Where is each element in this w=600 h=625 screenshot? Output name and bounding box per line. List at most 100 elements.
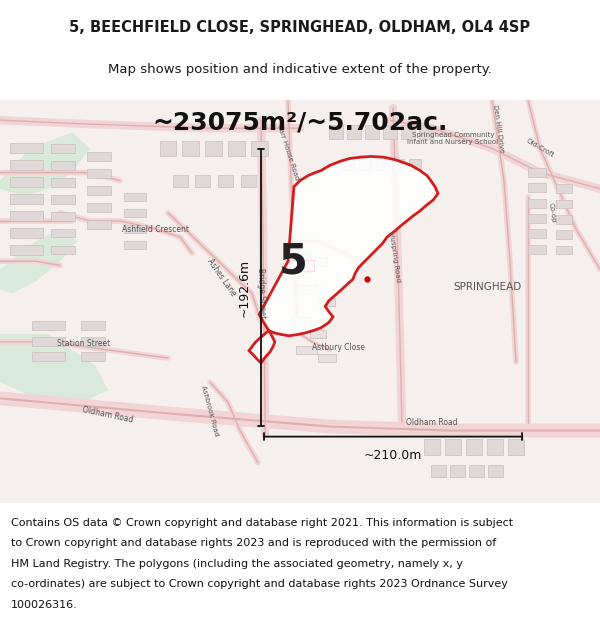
Text: to Crown copyright and database rights 2023 and is reproduced with the permissio: to Crown copyright and database rights 2… bbox=[11, 538, 496, 548]
Text: Co-op: Co-op bbox=[548, 202, 556, 223]
Bar bbox=[287, 252, 311, 262]
Bar bbox=[528, 184, 546, 192]
Bar bbox=[318, 354, 336, 362]
Polygon shape bbox=[0, 334, 108, 406]
Bar bbox=[310, 330, 326, 338]
Bar bbox=[409, 159, 421, 170]
Text: Old-Croft: Old-Croft bbox=[525, 138, 555, 159]
Bar bbox=[392, 159, 404, 170]
Text: ~192.6m: ~192.6m bbox=[237, 258, 250, 316]
Text: Map shows position and indicative extent of the property.: Map shows position and indicative extent… bbox=[108, 64, 492, 76]
Bar bbox=[383, 125, 397, 139]
Bar bbox=[296, 286, 317, 294]
Bar bbox=[10, 211, 43, 221]
Bar bbox=[124, 241, 146, 249]
Bar bbox=[528, 199, 546, 208]
Bar bbox=[87, 169, 111, 177]
Text: Carr House Road: Carr House Road bbox=[276, 124, 300, 181]
Bar bbox=[51, 246, 75, 254]
Bar bbox=[528, 214, 546, 223]
Bar bbox=[289, 259, 314, 271]
Bar bbox=[87, 152, 111, 161]
Bar bbox=[556, 230, 572, 239]
Bar bbox=[10, 143, 43, 153]
Text: Bridge Street: Bridge Street bbox=[256, 268, 266, 319]
Bar bbox=[81, 337, 105, 346]
Bar bbox=[342, 159, 354, 170]
Bar bbox=[32, 321, 65, 330]
Bar bbox=[124, 192, 146, 201]
Bar bbox=[32, 337, 65, 346]
Bar bbox=[10, 228, 43, 238]
Bar bbox=[51, 177, 75, 187]
Bar bbox=[218, 174, 233, 187]
Bar bbox=[424, 439, 440, 455]
Bar bbox=[329, 125, 343, 139]
Bar bbox=[296, 346, 317, 354]
Bar bbox=[51, 161, 75, 170]
Bar bbox=[87, 220, 111, 229]
Bar bbox=[365, 125, 379, 139]
Bar bbox=[205, 141, 222, 156]
Bar bbox=[528, 245, 546, 254]
Bar bbox=[556, 246, 572, 254]
Polygon shape bbox=[249, 156, 438, 363]
Bar bbox=[528, 168, 546, 177]
Bar bbox=[81, 321, 105, 330]
Bar bbox=[488, 465, 503, 477]
Bar bbox=[81, 352, 105, 361]
Bar bbox=[556, 215, 572, 224]
Bar bbox=[508, 439, 524, 455]
Bar bbox=[450, 465, 465, 477]
Text: 100026316.: 100026316. bbox=[11, 599, 77, 609]
Bar bbox=[359, 159, 371, 170]
Bar bbox=[10, 177, 43, 187]
Bar bbox=[309, 257, 327, 266]
Bar bbox=[51, 212, 75, 221]
Text: 5: 5 bbox=[278, 240, 307, 282]
Bar bbox=[160, 141, 176, 156]
Text: Springhead Community
Infant and Nursery School: Springhead Community Infant and Nursery … bbox=[407, 132, 499, 145]
Text: Den Hill Drive: Den Hill Drive bbox=[491, 104, 505, 152]
Bar bbox=[419, 125, 433, 139]
Bar bbox=[51, 195, 75, 204]
Text: ~210.0m: ~210.0m bbox=[364, 449, 422, 462]
Bar bbox=[241, 174, 256, 187]
Text: HM Land Registry. The polygons (including the associated geometry, namely x, y: HM Land Registry. The polygons (includin… bbox=[11, 559, 463, 569]
Bar bbox=[10, 194, 43, 204]
Bar bbox=[228, 141, 245, 156]
Bar bbox=[51, 144, 75, 152]
Text: Astbury Close: Astbury Close bbox=[313, 343, 365, 352]
Bar bbox=[347, 125, 361, 139]
Text: Oldham Road: Oldham Road bbox=[82, 404, 134, 424]
Bar bbox=[87, 202, 111, 212]
Text: Ashfield Crescent: Ashfield Crescent bbox=[122, 224, 190, 234]
Bar bbox=[124, 209, 146, 217]
Bar bbox=[124, 225, 146, 233]
Bar bbox=[469, 465, 484, 477]
Text: Station Street: Station Street bbox=[58, 339, 110, 348]
Text: Ashbrook Road: Ashbrook Road bbox=[200, 384, 220, 436]
Text: co-ordinates) are subject to Crown copyright and database rights 2023 Ordnance S: co-ordinates) are subject to Crown copyr… bbox=[11, 579, 508, 589]
Bar bbox=[32, 352, 65, 361]
Bar bbox=[251, 141, 268, 156]
Bar bbox=[445, 439, 461, 455]
Bar bbox=[376, 159, 388, 170]
Bar bbox=[431, 465, 445, 477]
Bar bbox=[466, 439, 482, 455]
Bar bbox=[196, 174, 211, 187]
Bar bbox=[528, 229, 546, 238]
Bar bbox=[401, 125, 415, 139]
Bar bbox=[319, 298, 335, 306]
Bar bbox=[182, 141, 199, 156]
Polygon shape bbox=[0, 229, 78, 294]
Bar bbox=[10, 160, 43, 171]
Text: ~23075m²/~5.702ac.: ~23075m²/~5.702ac. bbox=[152, 110, 448, 134]
Polygon shape bbox=[0, 132, 90, 197]
Text: Oldham Road: Oldham Road bbox=[406, 418, 458, 427]
Text: Huspring Road: Huspring Road bbox=[388, 231, 401, 283]
Text: SPRINGHEAD: SPRINGHEAD bbox=[453, 282, 521, 292]
Text: Contains OS data © Crown copyright and database right 2021. This information is : Contains OS data © Crown copyright and d… bbox=[11, 518, 513, 528]
Bar bbox=[51, 229, 75, 238]
Bar bbox=[556, 184, 572, 193]
